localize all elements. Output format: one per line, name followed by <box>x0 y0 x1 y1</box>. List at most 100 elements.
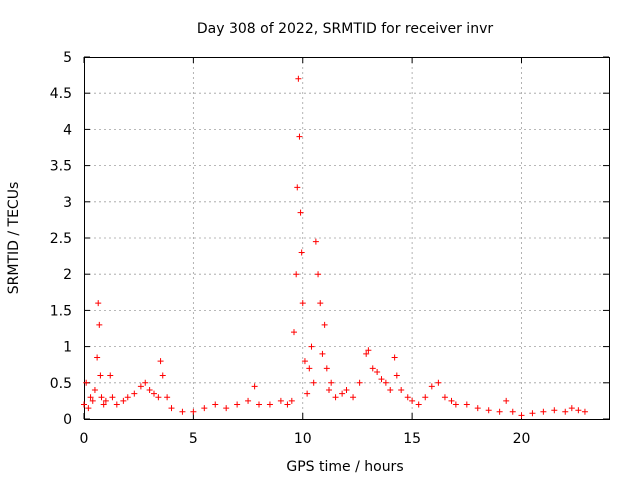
data-point <box>575 407 582 414</box>
data-point <box>378 376 385 383</box>
data-point <box>293 271 300 278</box>
data-point <box>428 383 435 390</box>
data-point <box>518 412 525 419</box>
data-point <box>256 401 262 408</box>
data-point <box>124 394 131 401</box>
data-points <box>81 75 588 419</box>
y-tick-label: 3 <box>63 195 72 211</box>
data-point <box>109 394 116 401</box>
data-point <box>190 408 197 415</box>
data-point <box>301 358 308 365</box>
x-axis-title: GPS time / hours <box>286 459 403 475</box>
data-point <box>509 408 516 415</box>
data-point <box>328 379 335 386</box>
data-point <box>81 401 87 408</box>
data-point <box>365 347 372 354</box>
data-point <box>332 394 339 401</box>
data-point <box>551 407 558 414</box>
data-point <box>297 209 304 216</box>
data-point <box>581 408 588 415</box>
data-point <box>131 390 138 397</box>
data-point <box>95 300 102 307</box>
data-point <box>315 271 322 278</box>
data-point <box>296 133 303 140</box>
data-point <box>529 410 536 417</box>
data-point <box>452 401 459 408</box>
data-point <box>295 75 302 82</box>
x-tick-label: 15 <box>403 431 421 447</box>
y-axis-title: SRMTID / TECUs <box>6 182 22 295</box>
data-point <box>164 394 171 401</box>
data-point <box>234 401 241 408</box>
data-point <box>91 387 98 394</box>
data-point <box>120 397 127 404</box>
data-point <box>319 350 326 357</box>
data-point <box>306 365 313 372</box>
data-point <box>363 350 370 357</box>
data-point <box>223 405 230 412</box>
data-point <box>540 408 547 415</box>
data-point <box>151 390 157 397</box>
data-point <box>326 387 332 394</box>
data-point <box>146 387 153 394</box>
data-point <box>463 401 470 408</box>
data-point <box>312 238 319 245</box>
x-tick-label: 5 <box>189 431 198 447</box>
data-point <box>83 379 90 386</box>
data-point <box>304 390 311 397</box>
data-point <box>317 300 324 307</box>
data-point <box>485 407 492 414</box>
y-tick-label: 5 <box>63 50 72 66</box>
data-point <box>323 365 330 372</box>
data-point <box>201 405 208 412</box>
y-tick-label: 3.5 <box>50 159 72 175</box>
data-point <box>441 394 448 401</box>
data-point <box>113 401 120 408</box>
data-point <box>107 372 114 379</box>
data-point <box>245 397 252 404</box>
data-point <box>374 368 381 375</box>
data-point <box>168 405 175 412</box>
data-point <box>369 365 376 372</box>
data-point <box>422 394 429 401</box>
data-point <box>291 329 297 336</box>
data-point <box>102 397 109 404</box>
data-point <box>155 394 162 401</box>
data-point <box>97 372 104 379</box>
tick-layer: 0 0.5 1 1.5 2 2.5 3 3.5 4 4.5 5 0 5 10 15 20 <box>50 50 609 447</box>
data-point <box>251 383 258 390</box>
data-point <box>288 397 295 404</box>
data-point <box>94 354 101 361</box>
data-point <box>409 397 416 404</box>
y-tick-label: 1 <box>63 340 72 356</box>
data-point <box>382 379 389 386</box>
data-point <box>339 390 346 397</box>
data-point <box>159 372 166 379</box>
data-point <box>321 321 328 328</box>
data-point <box>503 397 510 404</box>
data-point <box>100 401 107 408</box>
y-tick-label: 4.5 <box>50 86 72 102</box>
data-point <box>310 379 317 386</box>
data-point <box>435 379 442 386</box>
grid-layer <box>84 57 609 419</box>
data-point <box>294 184 301 191</box>
data-point <box>308 343 315 350</box>
data-point <box>568 405 575 412</box>
x-tick-label: 20 <box>513 431 531 447</box>
data-point <box>298 249 305 256</box>
x-tick-label: 0 <box>80 431 89 447</box>
data-point <box>284 401 291 408</box>
data-point <box>142 379 149 386</box>
y-tick-label: 0 <box>63 412 72 428</box>
data-point <box>562 408 569 415</box>
y-tick-label: 4 <box>63 122 72 138</box>
data-point <box>299 300 306 307</box>
data-point <box>179 408 186 415</box>
data-point <box>415 401 422 408</box>
y-tick-label: 1.5 <box>50 303 72 319</box>
data-point <box>356 379 363 386</box>
y-tick-label: 2 <box>63 267 72 283</box>
data-point <box>391 354 398 361</box>
